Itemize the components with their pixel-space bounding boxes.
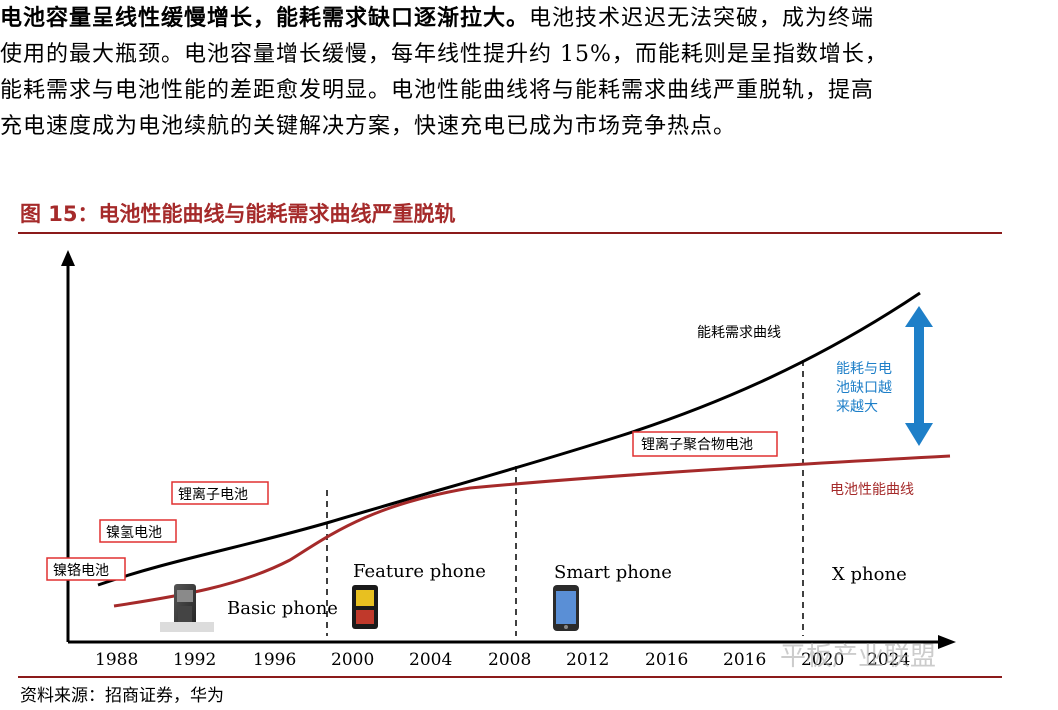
y-axis-arrow-icon: [61, 250, 75, 266]
phase-label-basic: Basic phone: [227, 598, 338, 619]
paragraph-line-1: 电池容量呈线性缓慢增长，能耗需求缺口逐渐拉大。电池技术迟迟无法突破，成为终端: [0, 0, 1058, 37]
x-tick-label: 2012: [566, 650, 609, 670]
source-rule: [18, 676, 1002, 678]
paragraph-lead: 电池容量呈线性缓慢增长，能耗需求缺口逐渐拉大。: [0, 5, 530, 31]
x-tick-label: 2000: [331, 650, 374, 670]
phase-label-x: X phone: [832, 564, 907, 585]
gap-annotation-line-3: 来越大: [836, 399, 878, 415]
battery-box-liion: [171, 481, 269, 505]
battery-label-liion: 锂离子电池: [178, 486, 248, 503]
gap-arrow-icon: [905, 306, 933, 446]
basic-phone-icon: [160, 584, 214, 632]
figure-source: 资料来源：招商证券，华为: [20, 686, 224, 706]
x-tick-label: 2024: [867, 650, 910, 670]
figure-title: 图 15：电池性能曲线与能耗需求曲线严重脱轨: [20, 202, 456, 226]
figure-title-rule: [18, 232, 1002, 234]
energy-demand-curve: [97, 291, 921, 587]
battery-box-nimh: [99, 519, 177, 543]
battery-performance-curve: [113, 454, 951, 608]
x-axis-arrow-icon: [938, 635, 956, 649]
x-tick-label: 1992: [173, 650, 216, 670]
battery-label-lipo: 锂离子聚合物电池: [641, 436, 753, 453]
watermark: 平板产业联盟: [780, 642, 937, 672]
battery-label-nicd: 镍铬电池: [53, 563, 109, 579]
body-paragraph: 电池容量呈线性缓慢增长，能耗需求缺口逐渐拉大。电池技术迟迟无法突破，成为终端 使…: [0, 0, 1058, 145]
paragraph-line-3: 能耗需求与电池性能的差距愈发明显。电池性能曲线将与能耗需求曲线严重脱轨，提高: [0, 78, 875, 103]
gap-annotation-line-2: 池缺口越: [836, 380, 892, 396]
phase-label-smart: Smart phone: [554, 562, 672, 583]
series-label-energy: 能耗需求曲线: [697, 325, 781, 341]
x-tick-label: 2020: [801, 650, 844, 670]
x-tick-label: 2016: [645, 650, 688, 670]
x-tick-label: 2016: [723, 650, 766, 670]
gap-annotation-line-1: 能耗与电: [836, 361, 892, 377]
paragraph-line-4: 充电速度成为电池续航的关键解决方案，快速充电已成为市场竞争热点。: [0, 114, 737, 139]
paragraph-line-1-rest: 电池技术迟迟无法突破，成为终端: [529, 6, 875, 31]
battery-box-lipo: [632, 431, 778, 457]
x-tick-label: 1988: [95, 650, 138, 670]
feature-phone-icon: [352, 585, 378, 629]
phase-label-feature: Feature phone: [353, 561, 486, 582]
battery-box-nicd: [46, 557, 126, 581]
x-tick-label: 1996: [253, 650, 296, 670]
battery-label-nimh: 镍氢电池: [106, 525, 162, 541]
smart-phone-icon: [553, 585, 579, 631]
x-tick-label: 2008: [488, 650, 531, 670]
paragraph-line-2: 使用的最大瓶颈。电池容量增长缓慢，每年线性提升约 15%，而能耗则是呈指数增长，: [0, 42, 888, 67]
series-label-battery: 电池性能曲线: [830, 482, 914, 498]
x-tick-label: 2004: [409, 650, 452, 670]
